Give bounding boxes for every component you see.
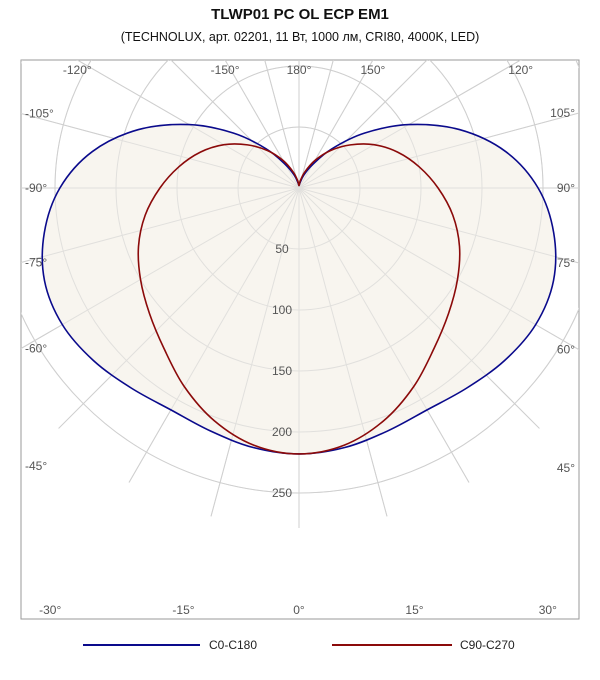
grid-overlay xyxy=(21,60,579,528)
grid-spoke-overlay xyxy=(298,60,374,189)
tick-labels: 50 100 150 200 250 0° 15° 30° 45° 60° 75° 90° 105° 12… xyxy=(25,63,575,617)
grid-spoke-overlay xyxy=(58,187,300,429)
envelope-fill xyxy=(21,60,579,528)
chart-subtitle: (TECHNOLUX, арт. 02201, 11 Вт, 1000 лм, … xyxy=(120,30,480,44)
angle-tick-label: 45° xyxy=(557,461,575,475)
radial-tick-label: 150 xyxy=(272,364,292,378)
angle-tick-label: -105° xyxy=(25,107,54,121)
angle-tick-label: 75° xyxy=(557,256,575,270)
angle-tick-label: -60° xyxy=(25,342,47,356)
angle-tick-label: 0° xyxy=(293,603,305,617)
legend-label: C0-C180 xyxy=(209,638,257,652)
radial-tick-label: 50 xyxy=(275,242,289,256)
grid-spoke-overlay xyxy=(76,60,300,189)
grid-spoke-overlay xyxy=(128,187,300,483)
angle-tick-label: 90° xyxy=(557,181,575,195)
angle-tick-label: -45° xyxy=(25,459,47,473)
series-layer xyxy=(41,123,557,455)
legend: C0-C180 C90-C270 xyxy=(83,638,515,652)
grid-spoke-overlay xyxy=(298,187,540,429)
grid-spoke-overlay xyxy=(21,187,300,264)
grid-spoke-overlay xyxy=(210,187,300,517)
angle-tick-label: 15° xyxy=(405,603,423,617)
angle-tick-label: -30° xyxy=(39,603,61,617)
grid-spoke-overlay xyxy=(224,60,300,189)
grid-spoke-overlay xyxy=(298,60,522,189)
angle-tick-label: 120° xyxy=(508,63,533,77)
grid-spoke-overlay xyxy=(264,60,300,189)
grid-spoke-overlay xyxy=(298,187,579,264)
grid-spoke-overlay xyxy=(298,187,388,517)
angle-tick-label: -75° xyxy=(25,256,47,270)
grid-spoke-overlay xyxy=(298,60,334,189)
grid-spoke-overlay xyxy=(21,187,300,350)
angle-tick-label: 105° xyxy=(550,106,575,120)
series-line-c90-c270 xyxy=(137,143,461,455)
angle-tick-label: -120° xyxy=(63,63,92,77)
grid-spoke-overlay xyxy=(21,112,300,189)
radial-tick-label: 250 xyxy=(272,486,292,500)
grid-spoke-overlay xyxy=(298,187,579,351)
radial-tick-label: 100 xyxy=(272,303,292,317)
legend-label: C90-C270 xyxy=(460,638,515,652)
angle-tick-label: -150° xyxy=(211,63,240,77)
angle-tick-label: -15° xyxy=(172,603,194,617)
angle-tick-label: -90° xyxy=(25,181,47,195)
angle-tick-label: 180° xyxy=(287,63,312,77)
grid-spoke-overlay xyxy=(298,112,579,189)
angle-tick-label: 30° xyxy=(539,603,557,617)
angle-tick-label: 150° xyxy=(360,63,385,77)
angle-tick-label: 60° xyxy=(557,343,575,357)
grid-spoke-overlay xyxy=(298,187,470,483)
chart-title: TLWP01 PC OL ECP EM1 xyxy=(211,6,389,23)
radial-tick-label: 200 xyxy=(272,425,292,439)
